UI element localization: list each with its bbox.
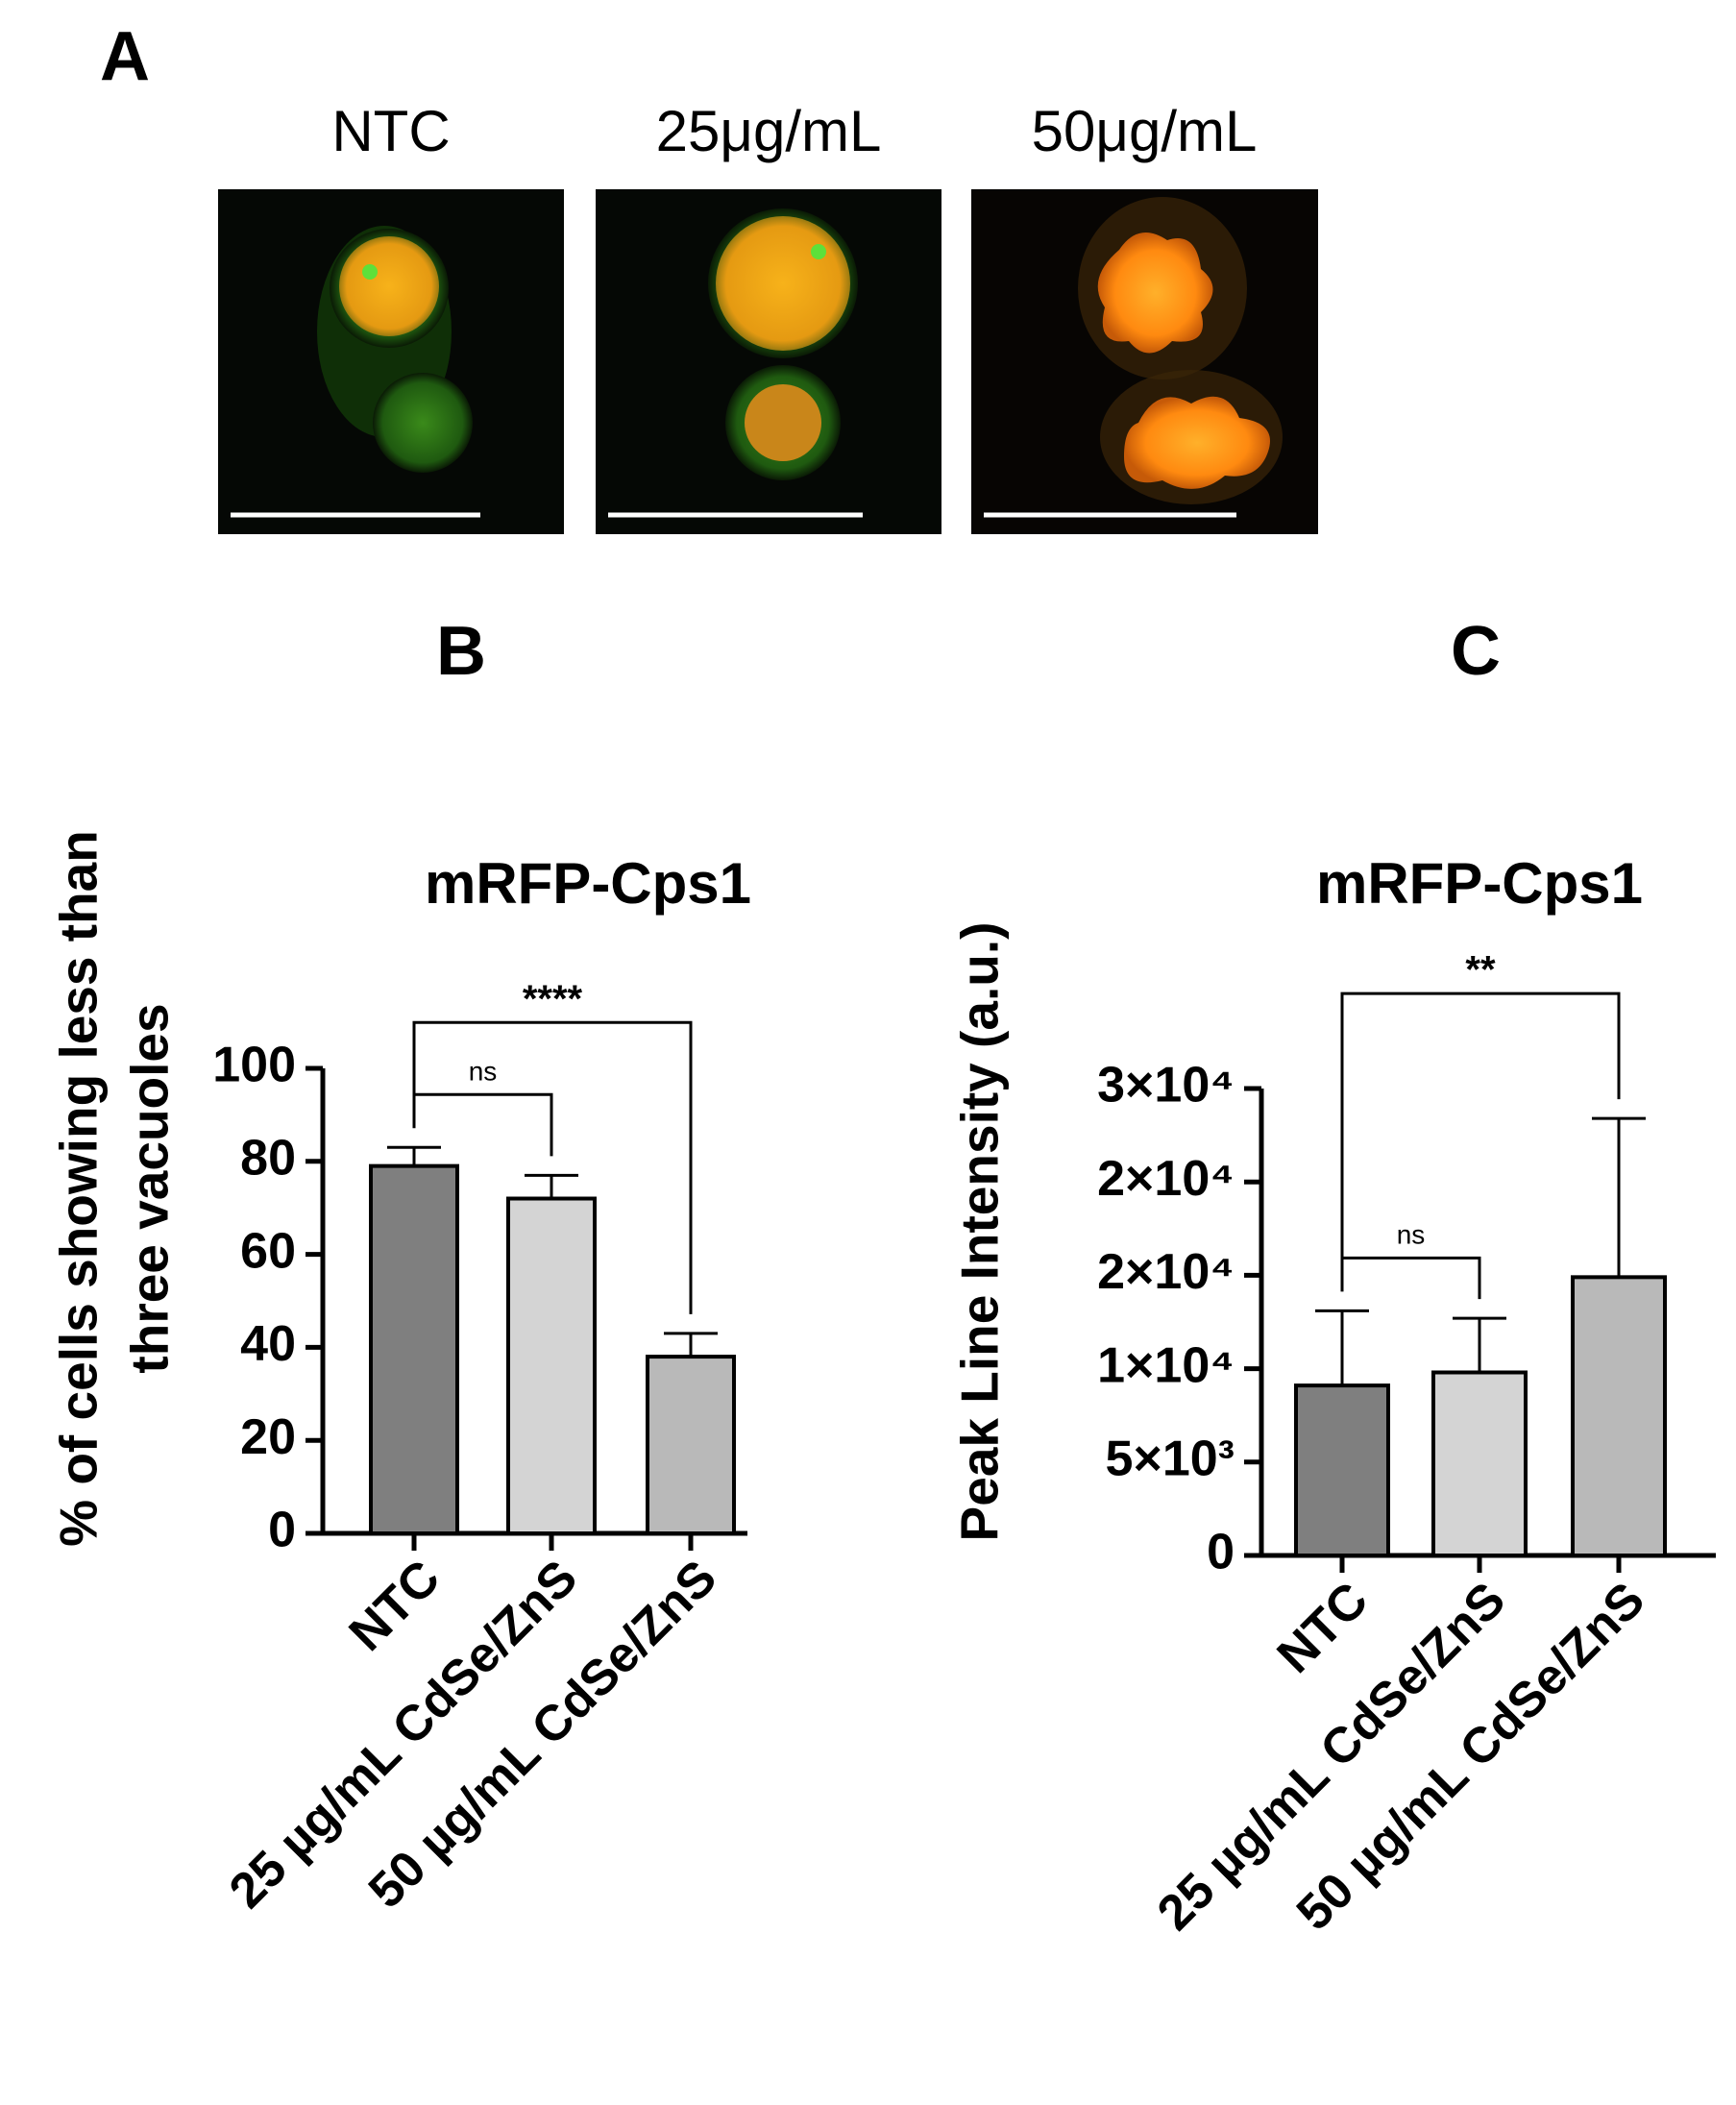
micrograph	[218, 189, 564, 534]
significance-label: ns	[1397, 1220, 1426, 1250]
y-tick-label: 20	[240, 1409, 296, 1465]
bar	[1294, 1383, 1390, 1557]
micrograph	[971, 189, 1318, 534]
panel-label: C	[1451, 613, 1501, 690]
panel-label: B	[436, 613, 486, 690]
bar	[646, 1355, 736, 1535]
y-tick-label: 0	[1207, 1525, 1235, 1580]
y-tick-label: 60	[240, 1223, 296, 1279]
y-axis-label: Peak Line Intensity (a.u.)	[950, 922, 1010, 1542]
significance-bracket	[412, 1020, 693, 1314]
y-axis-label: % of cells showing less than	[49, 830, 109, 1547]
y-tick-label: 2×10⁴	[1097, 1244, 1235, 1300]
y-tick-label: 5×10³	[1106, 1432, 1235, 1487]
bar	[1431, 1370, 1528, 1558]
y-axis-label: three vacuoles	[120, 1003, 180, 1373]
y-tick-label: 40	[240, 1316, 296, 1372]
micrograph	[596, 189, 941, 534]
x-tick-label: NTC	[1267, 1572, 1380, 1684]
panel-label: A	[100, 18, 150, 95]
image-title: 50μg/mL	[1032, 99, 1258, 163]
significance-label: ns	[469, 1057, 498, 1087]
significance-label: ****	[523, 978, 583, 1020]
y-tick-label: 0	[268, 1503, 296, 1558]
bar	[1571, 1275, 1667, 1557]
y-tick-label: 80	[240, 1131, 296, 1187]
bar	[506, 1196, 597, 1536]
bar	[369, 1163, 459, 1535]
y-tick-label: 3×10⁴	[1097, 1058, 1235, 1114]
y-tick-label: 100	[212, 1038, 296, 1093]
chart-title: mRFP-Cps1	[1316, 851, 1643, 916]
x-tick-label: NTC	[339, 1550, 452, 1662]
y-tick-label: 1×10⁴	[1097, 1337, 1235, 1393]
y-tick-label: 2×10⁴	[1097, 1151, 1235, 1207]
significance-label: **	[1465, 949, 1496, 991]
image-title: NTC	[331, 99, 450, 163]
significance-bracket	[1340, 1256, 1481, 1300]
image-title: 25μg/mL	[656, 99, 882, 163]
significance-bracket	[1340, 991, 1621, 1283]
chart-title: mRFP-Cps1	[425, 851, 751, 916]
